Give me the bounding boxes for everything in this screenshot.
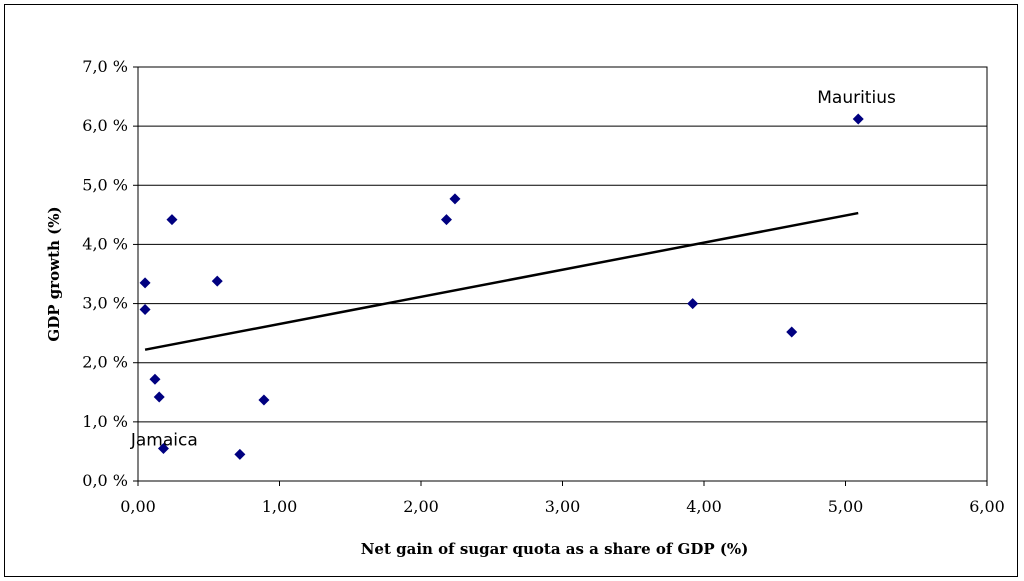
x-tick-label: 0,00 <box>120 497 156 516</box>
data-point <box>234 448 246 460</box>
y-tick-label: 6,0 % <box>82 116 128 135</box>
annotation-label: Mauritius <box>817 88 896 108</box>
x-tick-label: 3,00 <box>545 497 581 516</box>
x-axis-title: Net gain of sugar quota as a share of GD… <box>361 540 749 558</box>
y-tick-label: 1,0 % <box>82 412 128 431</box>
data-point <box>440 214 452 226</box>
trendline <box>144 211 859 351</box>
y-tick-label: 7,0 % <box>82 57 128 76</box>
data-point <box>449 193 461 205</box>
annotations: Mauritius Jamaica <box>130 88 896 450</box>
data-point <box>153 391 165 403</box>
x-axis-ticks: 0,00 1,00 2,00 3,00 4,00 5,00 6,00 <box>120 481 1005 516</box>
x-tick-label: 4,00 <box>686 497 722 516</box>
data-point <box>258 394 270 406</box>
y-axis-title: GDP growth (%) <box>45 206 63 341</box>
y-tick-label: 4,0 % <box>82 234 128 253</box>
x-tick-label: 2,00 <box>403 497 439 516</box>
data-points <box>139 113 864 460</box>
y-axis-ticks: 0,0 % 1,0 % 2,0 % 3,0 % 4,0 % 5,0 % 6,0 % 7,0 % <box>82 57 138 490</box>
x-tick-label: 1,00 <box>262 497 298 516</box>
y-tick-label: 5,0 % <box>82 175 128 194</box>
y-tick-label: 2,0 % <box>82 353 128 372</box>
data-point <box>139 277 151 289</box>
y-tick-label: 0,0 % <box>82 471 128 490</box>
data-point <box>139 303 151 315</box>
x-tick-label: 5,00 <box>828 497 864 516</box>
data-point <box>687 298 699 310</box>
data-point <box>786 326 798 338</box>
data-point <box>852 113 864 125</box>
data-point <box>211 275 223 287</box>
data-point <box>166 214 178 226</box>
annotation-label: Jamaica <box>130 430 198 450</box>
data-point <box>149 373 161 385</box>
gridlines <box>138 125 987 423</box>
x-tick-label: 6,00 <box>969 497 1005 516</box>
data-point <box>157 442 169 454</box>
y-tick-label: 3,0 % <box>82 294 128 313</box>
plot-area <box>137 66 988 482</box>
